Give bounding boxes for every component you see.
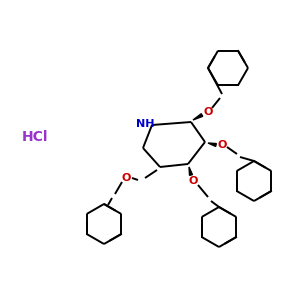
Text: NH: NH: [136, 119, 154, 129]
Text: HCl: HCl: [22, 130, 48, 144]
Text: O: O: [217, 140, 227, 150]
Text: O: O: [188, 176, 198, 186]
Text: O: O: [203, 107, 213, 117]
Polygon shape: [193, 114, 203, 120]
Polygon shape: [189, 167, 193, 176]
Text: O: O: [121, 173, 131, 183]
Polygon shape: [208, 143, 216, 146]
